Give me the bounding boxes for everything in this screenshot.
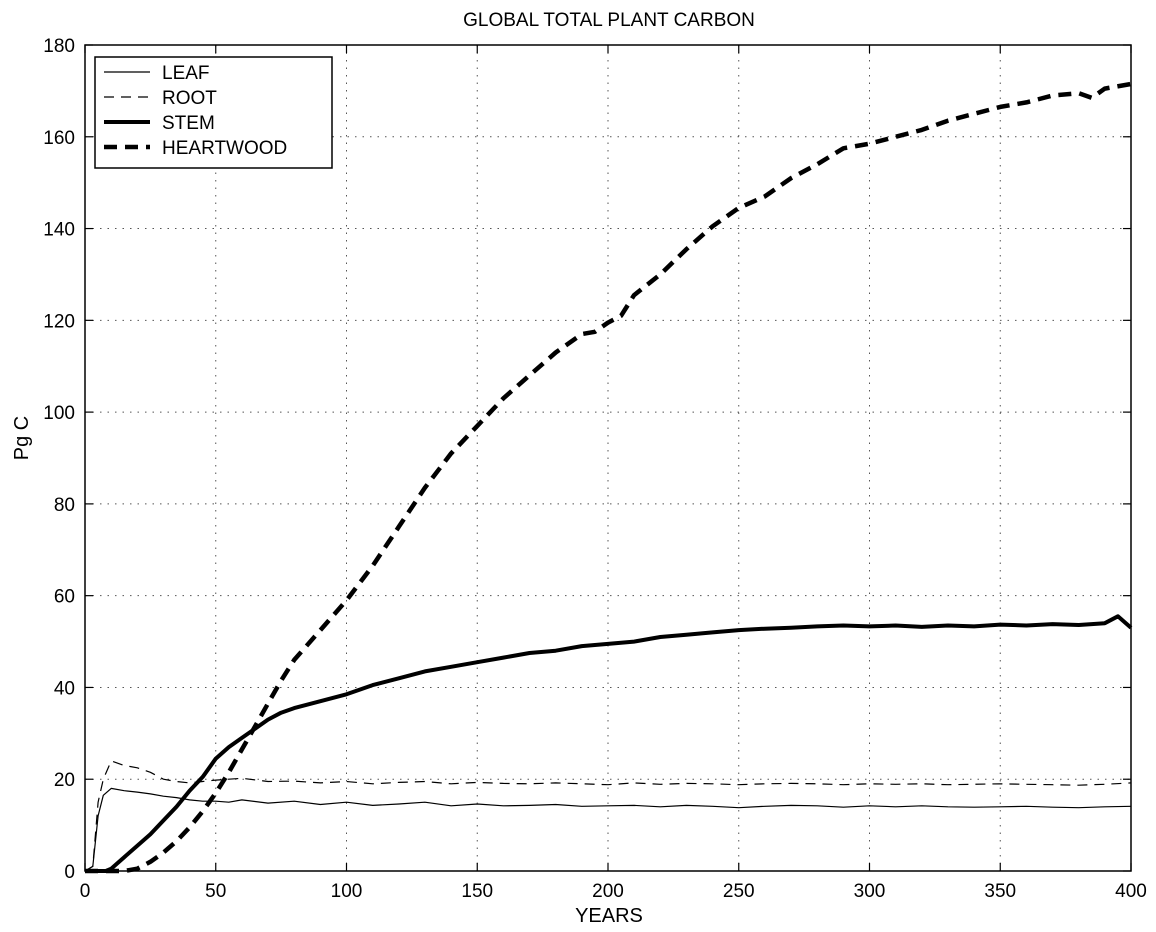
ticks — [84, 44, 1132, 872]
x-tick-label: 100 — [331, 881, 363, 902]
x-tick-label: 350 — [984, 881, 1016, 902]
x-axis-label: YEARS — [575, 905, 643, 927]
y-tick-label: 160 — [43, 128, 75, 149]
series-layer — [84, 81, 1133, 874]
y-tick-label: 40 — [54, 678, 75, 699]
y-tick-label: 0 — [64, 862, 75, 883]
x-tick-label: 0 — [80, 881, 91, 902]
legend-box — [94, 56, 333, 169]
legend: LEAF ROOT STEM HEARTWOOD — [94, 56, 333, 169]
series-line-stem — [85, 614, 1133, 873]
grid — [85, 45, 1131, 871]
series-line-heartwood — [85, 81, 1132, 874]
legend-label: LEAF — [162, 63, 210, 84]
series-line-root — [84, 760, 1132, 872]
legend-label: STEM — [162, 113, 215, 134]
x-tick-label: 250 — [723, 881, 755, 902]
y-tick-label: 20 — [54, 770, 75, 791]
x-tick-label: 200 — [592, 881, 624, 902]
y-tick-label: 100 — [43, 403, 75, 424]
chart-title: GLOBAL TOTAL PLANT CARBON — [463, 10, 755, 31]
x-tick-label: 150 — [461, 881, 493, 902]
tick-labels: 0 50 100 150 200 250 300 350 400 0 20 40 60 80 100 120 1… — [43, 36, 1147, 902]
legend-label: ROOT — [162, 88, 217, 109]
legend-label: HEARTWOOD — [162, 138, 287, 159]
y-tick-label: 180 — [43, 36, 75, 57]
y-tick-label: 80 — [54, 495, 75, 516]
x-tick-label: 400 — [1115, 881, 1147, 902]
x-tick-label: 300 — [854, 881, 886, 902]
y-tick-label: 140 — [43, 220, 75, 241]
y-tick-label: 120 — [43, 311, 75, 332]
x-tick-label: 50 — [205, 881, 226, 902]
y-axis-label: Pg C — [11, 416, 33, 460]
y-tick-label: 60 — [54, 587, 75, 608]
series-line-leaf — [84, 787, 1132, 872]
